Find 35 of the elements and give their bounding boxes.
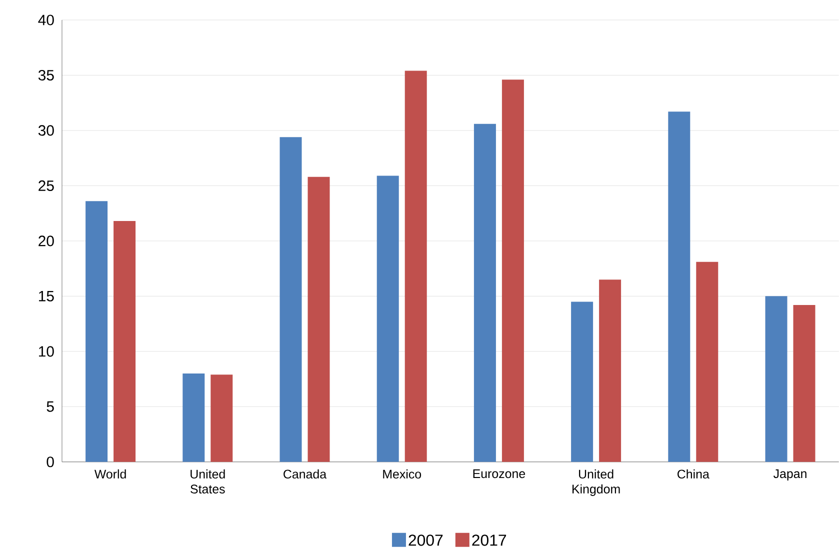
y-tick-label: 20	[38, 236, 54, 246]
x-tick-label: Canada	[284, 469, 327, 479]
x-tick-label: China	[678, 469, 710, 479]
bar	[404, 70, 427, 462]
y-tick-label: 35	[38, 70, 54, 81]
y-tick-label: 15	[39, 291, 54, 302]
y-tick-label: 10	[39, 346, 54, 357]
x-tick-label: United Kingdom	[572, 469, 620, 496]
y-tick-label: 0	[46, 456, 54, 468]
x-tick-label: Eurozone	[473, 469, 526, 478]
bar	[599, 280, 622, 462]
bar	[793, 305, 816, 462]
x-tick-label: Mexico	[383, 469, 422, 479]
x-tick-label: World	[94, 469, 126, 479]
bar	[86, 201, 108, 462]
bar	[210, 374, 233, 462]
y-tick-label: 5	[46, 401, 54, 412]
bar	[114, 221, 136, 462]
y-tick-label: 30	[38, 125, 54, 136]
bar	[280, 137, 302, 462]
legend-label: 2017	[472, 534, 506, 546]
bar	[182, 374, 205, 462]
bar	[668, 112, 690, 462]
x-tick-label: United States	[190, 469, 225, 494]
bar	[502, 80, 524, 462]
bar	[765, 296, 788, 462]
bar	[474, 124, 496, 462]
bar	[696, 262, 718, 462]
y-tick-label: 25	[38, 180, 54, 192]
legend-label: 2007	[408, 534, 443, 546]
x-tick-label: Japan	[773, 469, 806, 481]
bar	[571, 302, 594, 462]
bar	[308, 176, 330, 462]
bar	[376, 176, 399, 462]
y-tick-label: 40	[38, 14, 54, 26]
